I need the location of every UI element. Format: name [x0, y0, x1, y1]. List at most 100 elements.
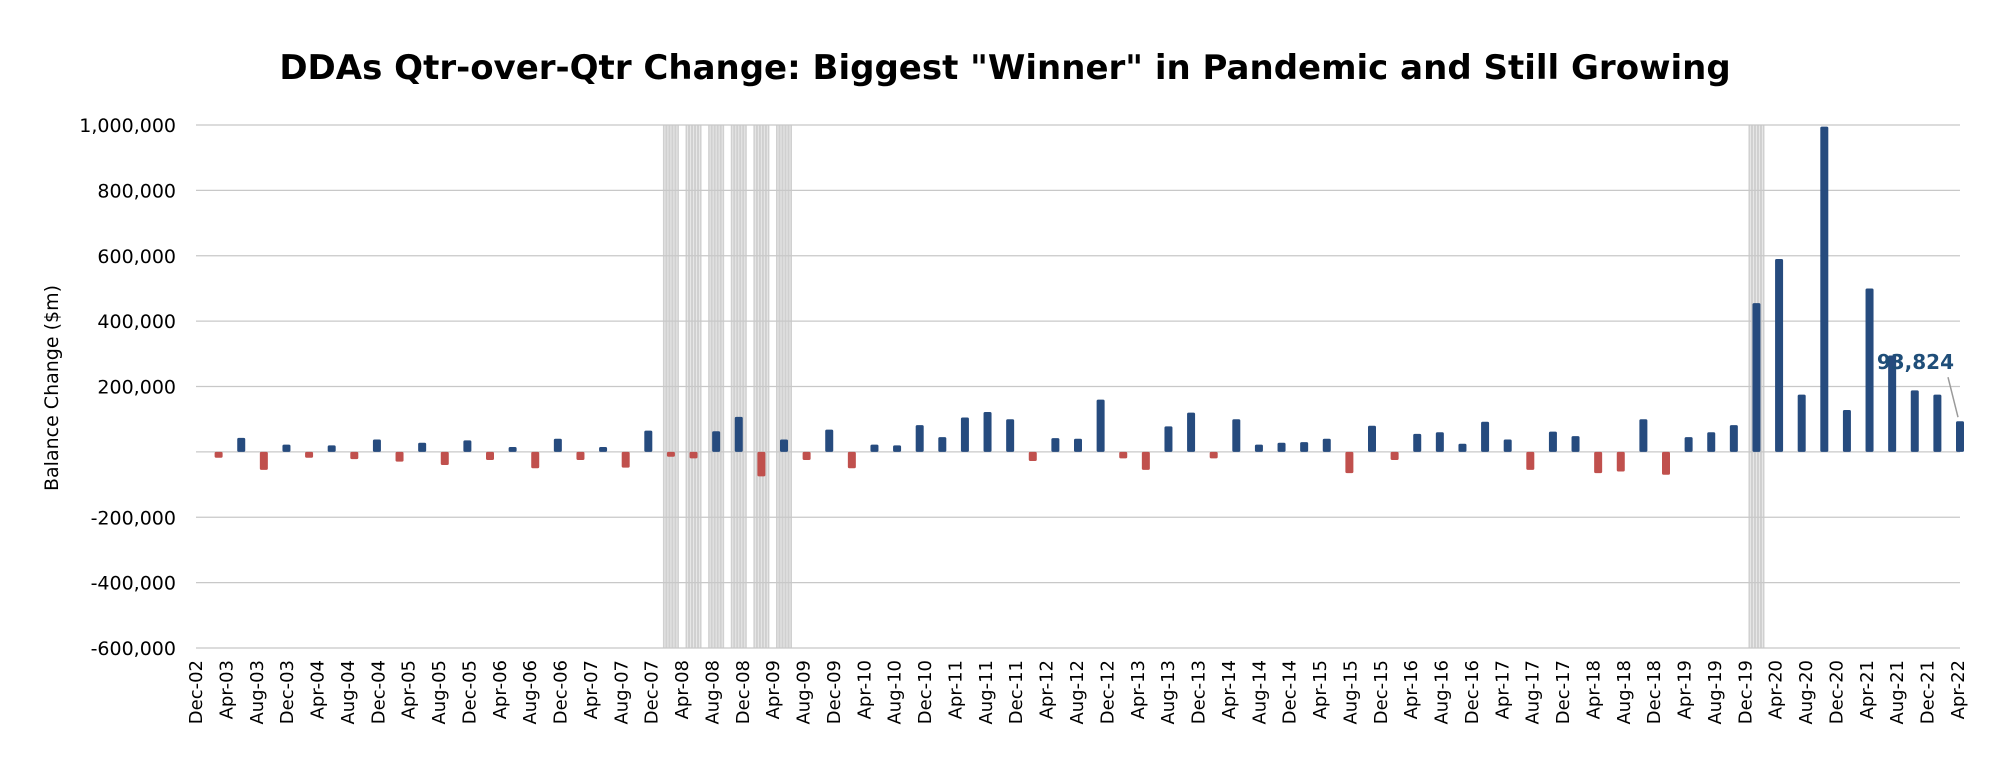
bar-Sep-10 [893, 445, 902, 452]
bar-Sep-21 [1888, 355, 1897, 452]
bar-Sep-16 [1435, 432, 1444, 452]
bar-Mar-09 [757, 451, 766, 477]
bar-Mar-13 [1119, 451, 1128, 459]
x-tick-label: Aug-05 [429, 660, 450, 725]
bar-Dec-17 [1548, 431, 1557, 452]
bar-Sep-20 [1797, 394, 1806, 452]
x-tick-label: Apr-20 [1766, 660, 1787, 719]
bar-Sep-15 [1345, 451, 1354, 474]
x-tick-label: Aug-10 [885, 660, 906, 725]
x-tick-label: Dec-21 [1918, 660, 1939, 724]
bar-Sep-19 [1707, 432, 1716, 452]
y-tick-label: -600,000 [91, 638, 176, 660]
bar-Sep-14 [1254, 444, 1263, 452]
x-tick-label: Apr-21 [1857, 660, 1878, 719]
x-tick-label: Apr-14 [1219, 660, 1240, 719]
bar-Mar-14 [1209, 451, 1218, 459]
x-tick-label: Apr-08 [672, 660, 693, 719]
bar-Sep-08 [712, 431, 721, 452]
bar-Mar-07 [576, 451, 585, 461]
bar-Dec-08 [734, 416, 743, 452]
bar-Mar-18 [1571, 436, 1580, 452]
x-tick-label: Dec-13 [1189, 660, 1210, 724]
x-tick-label: Aug-15 [1340, 660, 1361, 725]
bar-Dec-21 [1910, 390, 1919, 452]
bar-Jun-06 [508, 446, 517, 452]
x-tick-label: Apr-19 [1675, 660, 1696, 719]
x-tick-label: Aug-09 [794, 660, 815, 725]
x-tick-label: Aug-12 [1067, 660, 1088, 725]
bar-Mar-11 [938, 437, 947, 452]
x-tick-label: Aug-08 [702, 660, 723, 725]
y-tick-label: 800,000 [97, 180, 176, 202]
bar-Jun-19 [1684, 437, 1693, 452]
bar-Dec-06 [553, 438, 562, 452]
x-tick-label: Apr-10 [854, 660, 875, 719]
x-tick-label: Aug-14 [1249, 660, 1270, 725]
x-tick-label: Apr-11 [945, 660, 966, 719]
bar-Jun-20 [1775, 259, 1784, 452]
bar-Dec-13 [1187, 412, 1196, 452]
bar-Mar-16 [1390, 451, 1399, 461]
x-tick-label: Dec-02 [186, 660, 207, 724]
x-tick-label: Apr-12 [1037, 660, 1058, 719]
bar-Jun-08 [689, 451, 698, 459]
bar-Mar-19 [1662, 451, 1670, 475]
x-tick-label: Dec-14 [1280, 660, 1301, 724]
bar-Dec-20 [1820, 126, 1829, 452]
bar-Dec-18 [1639, 419, 1648, 452]
x-tick-label: Aug-04 [338, 660, 359, 725]
x-tick-label: Dec-15 [1371, 660, 1392, 724]
bar-Dec-07 [644, 430, 653, 452]
x-tick-label: Apr-18 [1583, 660, 1604, 719]
bar-Mar-05 [395, 451, 404, 462]
bar-Mar-10 [847, 451, 856, 469]
bar-Mar-03 [214, 451, 223, 458]
bar-Dec-16 [1458, 443, 1467, 452]
x-tick-label: Aug-16 [1432, 660, 1453, 725]
x-tick-label: Apr-03 [216, 660, 237, 719]
y-tick-label: 400,000 [97, 311, 176, 333]
bar-Jun-11 [960, 417, 969, 452]
x-tick-label: Apr-06 [490, 660, 511, 719]
x-tick-label: Dec-07 [642, 660, 663, 724]
x-tick-label: Dec-20 [1826, 660, 1847, 724]
x-tick-label: Apr-15 [1310, 660, 1331, 719]
x-tick-label: Apr-13 [1128, 660, 1149, 719]
x-tick-label: Aug-20 [1796, 660, 1817, 725]
bars [214, 126, 1964, 477]
x-tick-label: Aug-03 [247, 660, 268, 725]
bar-Dec-03 [282, 444, 291, 452]
bar-Mar-22 [1933, 394, 1942, 452]
bar-Jun-10 [870, 444, 879, 452]
x-tick-label: Apr-04 [308, 660, 329, 719]
x-tick-label: Dec-11 [1006, 660, 1027, 724]
bar-Mar-04 [305, 451, 314, 458]
y-tick-label: 600,000 [97, 246, 176, 268]
bar-Dec-09 [825, 429, 834, 452]
bar-Jun-18 [1594, 451, 1603, 474]
bar-Mar-08 [666, 451, 675, 457]
bar-Mar-15 [1300, 442, 1309, 452]
bar-Mar-21 [1842, 410, 1851, 452]
x-tick-label: Dec-12 [1097, 660, 1118, 724]
x-tick-label: Apr-05 [399, 660, 420, 719]
bar-Sep-13 [1164, 426, 1173, 452]
chart-title: DDAs Qtr-over-Qtr Change: Biggest "Winne… [279, 48, 1730, 88]
x-tick-label: Dec-05 [459, 660, 480, 724]
bar-Jun-15 [1322, 438, 1331, 452]
x-tick-label: Aug-18 [1614, 660, 1635, 725]
bar-Dec-04 [372, 439, 381, 452]
x-tick-label: Aug-07 [611, 660, 632, 725]
x-tick-label: Apr-22 [1948, 660, 1969, 719]
x-tick-label: Aug-06 [520, 660, 541, 725]
x-tick-label: Aug-11 [976, 660, 997, 725]
bar-Mar-20 [1752, 303, 1761, 452]
y-tick-labels: -600,000 -400,000 -200,000 200,000 400,000 60… [79, 115, 176, 660]
bar-Dec-15 [1368, 425, 1376, 452]
bar-Dec-14 [1277, 442, 1286, 452]
x-tick-label: Aug-13 [1158, 660, 1179, 725]
y-axis-label: Balance Change ($m) [41, 285, 63, 491]
x-tick-label: Dec-04 [368, 660, 389, 724]
